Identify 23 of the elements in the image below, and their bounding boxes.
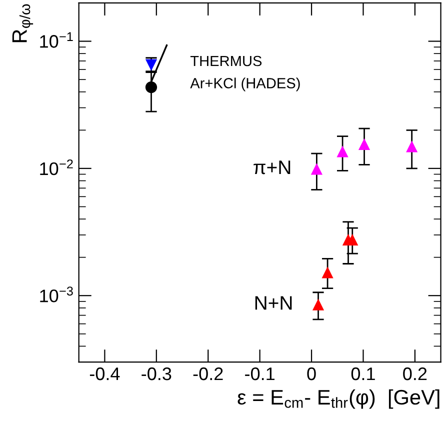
point [312, 298, 324, 310]
point [322, 266, 334, 278]
x-tick-label: -0.1 [245, 367, 274, 380]
y-tick-label: 10$^{−2}$ [40, 159, 73, 176]
x-tick-label: -0.2 [193, 367, 223, 380]
point [310, 163, 323, 175]
y-tick-label: 10$^{−3}$ [40, 286, 73, 302]
x-tick-label: -0.4 [90, 367, 120, 380]
text: THERMUS [190, 56, 262, 66]
text: Ar+KCl (HADES) [190, 78, 300, 92]
point [145, 81, 158, 94]
y-axis-title: R$_{φ/ω}$ [12, 4, 34, 42]
point [358, 138, 370, 150]
series-label: π+N [254, 160, 290, 174]
x-tick-label: 0.2 [403, 367, 427, 380]
x-tick-label: 0 [307, 367, 316, 380]
x-tick-label: 0.1 [351, 367, 375, 380]
point [336, 146, 348, 158]
series-label: N+N [255, 296, 292, 310]
point [406, 140, 418, 152]
x-tick-label: -0.3 [142, 367, 172, 380]
y-tick-label: 10$^{−1}$ [40, 32, 73, 48]
x-axis-title: ε = E$_{cm}$- E$_{thr}$(φ) [GeV] [238, 389, 440, 409]
